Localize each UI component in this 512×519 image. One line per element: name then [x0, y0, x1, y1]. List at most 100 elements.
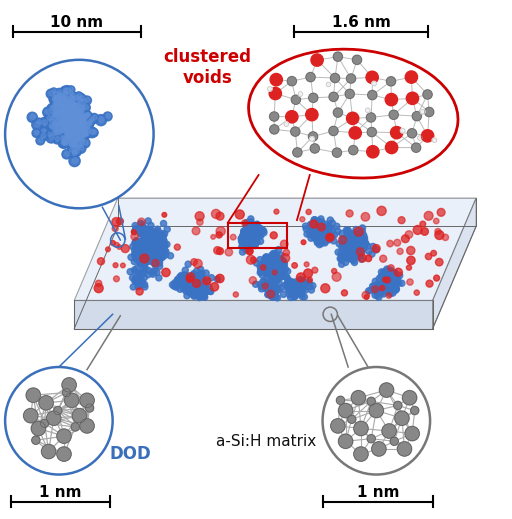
Circle shape — [261, 268, 267, 274]
Circle shape — [269, 268, 275, 274]
Circle shape — [67, 123, 72, 127]
Circle shape — [190, 274, 197, 280]
Circle shape — [155, 235, 161, 241]
Circle shape — [289, 285, 295, 291]
Circle shape — [60, 106, 65, 110]
Circle shape — [308, 225, 314, 231]
Circle shape — [67, 119, 71, 123]
Circle shape — [145, 250, 152, 256]
Circle shape — [271, 264, 277, 270]
Circle shape — [314, 225, 321, 230]
Circle shape — [362, 240, 369, 247]
Circle shape — [74, 121, 81, 129]
Circle shape — [246, 223, 252, 229]
Circle shape — [86, 128, 91, 133]
Circle shape — [73, 126, 77, 131]
Circle shape — [149, 238, 155, 243]
Circle shape — [169, 282, 176, 288]
Circle shape — [72, 118, 76, 121]
Circle shape — [374, 293, 380, 299]
Circle shape — [72, 118, 78, 124]
Circle shape — [311, 221, 317, 227]
Circle shape — [134, 253, 140, 260]
Circle shape — [253, 260, 260, 266]
Circle shape — [66, 122, 74, 130]
Circle shape — [63, 111, 71, 119]
Circle shape — [70, 130, 81, 141]
Circle shape — [139, 239, 145, 245]
Circle shape — [310, 223, 316, 229]
Circle shape — [131, 233, 138, 240]
Circle shape — [298, 291, 304, 297]
Circle shape — [72, 103, 76, 108]
Circle shape — [352, 249, 358, 255]
Circle shape — [89, 119, 92, 123]
Circle shape — [295, 286, 301, 292]
Circle shape — [57, 125, 67, 135]
Circle shape — [57, 104, 62, 109]
Circle shape — [87, 116, 96, 125]
Circle shape — [192, 280, 198, 286]
Circle shape — [154, 240, 160, 247]
Circle shape — [77, 115, 82, 120]
Circle shape — [44, 114, 54, 124]
Circle shape — [68, 128, 73, 132]
Circle shape — [189, 291, 195, 297]
Circle shape — [329, 220, 335, 226]
Circle shape — [55, 95, 63, 103]
Circle shape — [411, 406, 419, 415]
Circle shape — [64, 132, 72, 140]
Circle shape — [58, 119, 64, 125]
Circle shape — [308, 287, 314, 293]
Circle shape — [75, 116, 78, 119]
Circle shape — [338, 261, 345, 267]
Circle shape — [143, 248, 149, 254]
Circle shape — [65, 109, 74, 118]
Polygon shape — [74, 301, 433, 329]
Circle shape — [80, 419, 94, 433]
Circle shape — [161, 240, 167, 247]
Circle shape — [69, 108, 80, 119]
Circle shape — [353, 226, 359, 233]
Circle shape — [278, 271, 284, 278]
Circle shape — [385, 93, 397, 106]
Circle shape — [276, 286, 282, 293]
Circle shape — [58, 119, 66, 126]
Circle shape — [74, 125, 78, 130]
Circle shape — [242, 237, 248, 243]
Circle shape — [117, 245, 122, 249]
Circle shape — [79, 111, 84, 115]
Circle shape — [252, 281, 259, 288]
Circle shape — [271, 286, 277, 293]
Circle shape — [196, 294, 202, 301]
Circle shape — [92, 115, 97, 120]
Circle shape — [180, 285, 186, 292]
Circle shape — [247, 231, 253, 238]
Circle shape — [156, 275, 162, 281]
Circle shape — [266, 259, 272, 265]
Circle shape — [77, 127, 81, 131]
Circle shape — [152, 253, 158, 258]
Circle shape — [66, 110, 77, 121]
Circle shape — [208, 275, 215, 281]
Circle shape — [274, 209, 279, 214]
Circle shape — [386, 141, 398, 154]
Circle shape — [142, 234, 148, 240]
Circle shape — [68, 105, 75, 113]
Circle shape — [79, 121, 82, 125]
Circle shape — [278, 252, 284, 258]
Circle shape — [257, 269, 263, 276]
Circle shape — [259, 283, 265, 290]
Circle shape — [56, 117, 67, 128]
Circle shape — [86, 113, 90, 117]
Circle shape — [141, 253, 147, 259]
Circle shape — [70, 117, 75, 122]
Circle shape — [141, 237, 147, 243]
Circle shape — [144, 258, 150, 265]
Circle shape — [130, 243, 136, 250]
Circle shape — [259, 226, 265, 233]
Circle shape — [56, 115, 65, 124]
Circle shape — [72, 138, 78, 143]
Circle shape — [273, 262, 279, 268]
Circle shape — [66, 105, 73, 113]
